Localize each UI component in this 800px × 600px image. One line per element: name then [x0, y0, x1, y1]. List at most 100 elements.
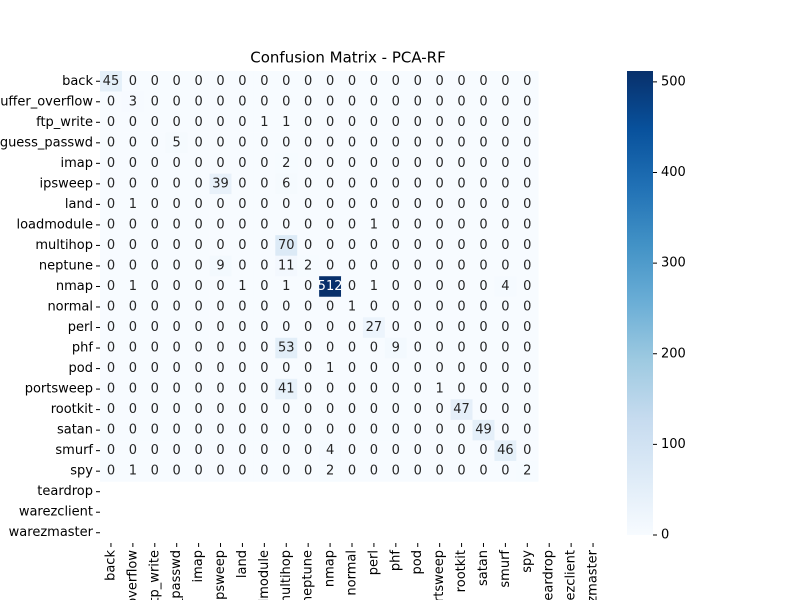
cell-label: 0 — [282, 443, 290, 458]
heatmap-cell — [516, 194, 539, 215]
cell-label: 41 — [278, 382, 295, 397]
heatmap-cell — [406, 71, 429, 92]
cell-label: 0 — [370, 156, 378, 171]
cell-label: 0 — [414, 115, 422, 130]
cell-label: 0 — [282, 197, 290, 212]
cell-label: 0 — [501, 156, 509, 171]
cell-label: 0 — [216, 341, 224, 356]
cell-label: 0 — [501, 197, 509, 212]
heatmap-cell — [231, 214, 254, 236]
cell-label: 0 — [523, 402, 531, 417]
heatmap-cell — [121, 419, 145, 441]
cell-label: 0 — [436, 279, 444, 294]
cell-label: 0 — [107, 341, 115, 356]
heatmap-cell — [143, 71, 167, 92]
heatmap-cell — [187, 337, 210, 359]
cell-label: 0 — [194, 423, 202, 438]
cell-label: 0 — [151, 74, 159, 89]
heatmap-cell — [341, 358, 364, 380]
heatmap-cell — [450, 214, 473, 236]
cell-label: 0 — [304, 94, 312, 109]
cell-label: 0 — [238, 382, 246, 397]
cell-label: 49 — [475, 423, 492, 438]
x-tick-label: phf — [388, 550, 403, 571]
heatmap-cell — [121, 235, 145, 256]
cell-label: 0 — [414, 197, 422, 212]
cell-label: 0 — [304, 300, 312, 315]
cell-label: 0 — [348, 156, 356, 171]
cell-label: 0 — [173, 156, 181, 171]
cell-label: 0 — [326, 320, 334, 335]
heatmap-cell — [319, 419, 342, 441]
cell-label: 1 — [129, 279, 137, 294]
heatmap-cell — [450, 440, 473, 462]
heatmap-cell — [165, 153, 188, 174]
cell-label: 0 — [107, 300, 115, 315]
cell-label: 0 — [282, 464, 290, 479]
x-tick-label: nmap — [323, 550, 338, 587]
heatmap-cell — [341, 71, 364, 92]
cell-label: 0 — [348, 423, 356, 438]
cell-label: 0 — [348, 238, 356, 253]
heatmap-cell — [319, 194, 342, 215]
heatmap-cell — [341, 378, 364, 400]
cell-label: 0 — [238, 156, 246, 171]
cell-label: 0 — [194, 300, 202, 315]
cell-label: 0 — [216, 300, 224, 315]
cell-label: 0 — [151, 300, 159, 315]
cell-label: 0 — [348, 443, 356, 458]
cell-label: 0 — [326, 238, 334, 253]
heatmap-cell — [362, 194, 386, 215]
heatmap-cell — [165, 358, 188, 380]
cell-label: 5 — [173, 135, 181, 150]
cell-label: 0 — [523, 341, 531, 356]
cell-label: 0 — [194, 94, 202, 109]
heatmap-cell — [187, 378, 210, 400]
heatmap-cell — [516, 214, 539, 236]
cell-label: 47 — [453, 402, 470, 417]
cell-label: 0 — [414, 258, 422, 273]
cell-label: 0 — [523, 320, 531, 335]
cell-label: 1 — [238, 279, 246, 294]
heatmap-cell — [100, 276, 123, 298]
heatmap-cell — [319, 358, 342, 380]
x-tick-label: multihop — [279, 550, 294, 600]
heatmap-cell — [472, 399, 495, 421]
cell-label: 1 — [326, 361, 334, 376]
heatmap-cell — [472, 317, 495, 339]
colorbar — [627, 71, 653, 535]
heatmap-cell — [121, 112, 145, 133]
cell-label: 0 — [304, 402, 312, 417]
heatmap-cell — [494, 419, 517, 441]
heatmap-cell — [275, 153, 298, 174]
cell-label: 0 — [392, 94, 400, 109]
heatmap-cell — [384, 255, 408, 277]
heatmap-cell — [341, 153, 364, 174]
cell-label: 0 — [392, 115, 400, 130]
heatmap-cell — [450, 337, 473, 359]
heatmap-cell — [275, 173, 298, 195]
cell-label: 0 — [479, 197, 487, 212]
heatmap-cell — [121, 71, 145, 92]
cell-label: 0 — [457, 361, 465, 376]
heatmap-cell — [384, 337, 408, 359]
heatmap-cell — [165, 255, 188, 277]
heatmap-cell — [428, 296, 451, 318]
cell-label: 0 — [457, 320, 465, 335]
cell-label: 0 — [151, 176, 159, 191]
heatmap-cell — [428, 378, 451, 400]
cell-label: 0 — [238, 423, 246, 438]
heatmap-cell — [319, 378, 342, 400]
heatmap-cell — [231, 460, 254, 482]
cell-label: 0 — [151, 361, 159, 376]
heatmap-cell — [362, 460, 386, 482]
heatmap-cell — [362, 399, 386, 421]
cell-label: 0 — [326, 94, 334, 109]
cell-label: 0 — [523, 443, 531, 458]
heatmap-cell — [121, 255, 145, 277]
cell-label: 2 — [304, 258, 312, 273]
cell-label: 0 — [129, 176, 137, 191]
cell-label: 1 — [129, 197, 137, 212]
cell-label: 0 — [326, 135, 334, 150]
heatmap-cell — [472, 378, 495, 400]
